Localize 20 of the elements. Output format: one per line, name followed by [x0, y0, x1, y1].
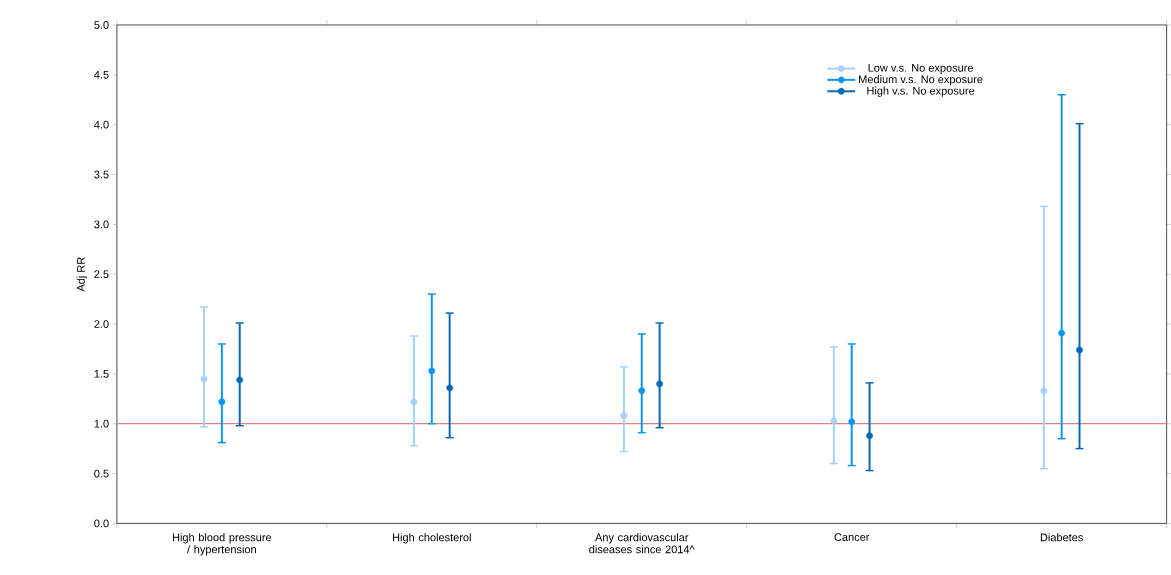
legend-label: Low v.s. No exposure [868, 63, 974, 74]
y-tick-label: 4.5 [94, 70, 109, 79]
x-tick-label: Cancer [834, 533, 870, 541]
y-tick-label: 1.0 [94, 419, 109, 428]
x-tick-label: Diabetes [1040, 533, 1083, 542]
y-tick-label: 2.0 [94, 319, 109, 328]
legend-label: High v.s. No exposure [867, 86, 975, 97]
x-tick-label: High blood pressure / hypertension [172, 533, 272, 556]
y-tick-label: 5.0 [94, 20, 109, 29]
y-tick-label: 0.5 [94, 469, 109, 478]
legend-label: Medium v.s. No exposure [859, 74, 983, 86]
y-axis-title: Adj RR [76, 257, 87, 292]
y-tick-label: 2.5 [94, 270, 109, 278]
x-tick-label: High cholesterol [393, 533, 471, 544]
y-tick-label: 0.0 [94, 519, 109, 528]
x-tick-label: Any cardiovascular diseases since 2014^ [589, 533, 695, 554]
y-tick-label: 4.0 [94, 120, 109, 129]
y-tick-label: 3.5 [94, 170, 109, 179]
y-tick-label: 3.0 [94, 220, 109, 229]
y-tick-label: 1.5 [94, 369, 109, 378]
